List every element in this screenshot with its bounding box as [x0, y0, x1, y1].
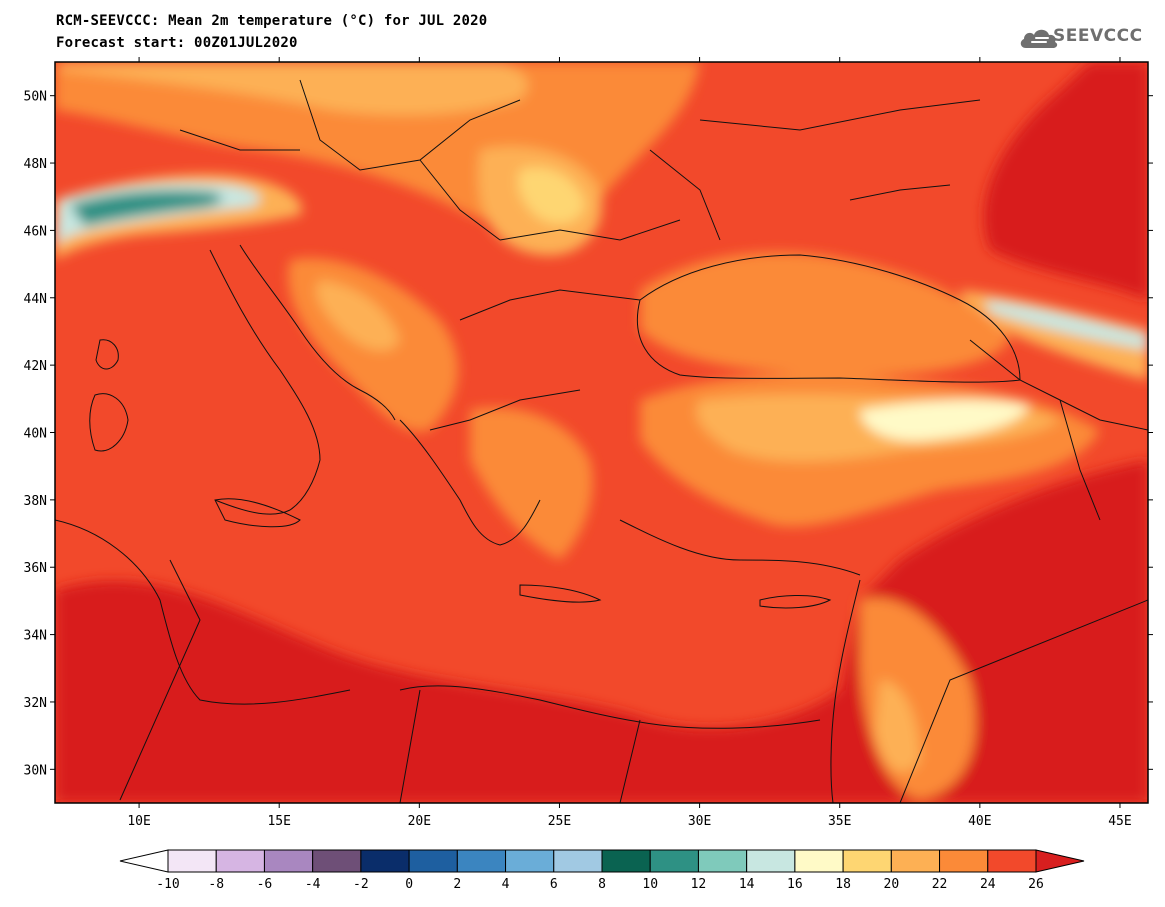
lon-label: 15E	[267, 814, 290, 829]
colorbar-swatch	[697, 849, 748, 873]
lat-label: 46N	[24, 224, 47, 239]
lat-label: 38N	[24, 494, 47, 509]
lat-label: 42N	[24, 359, 47, 374]
colorbar-label: -10	[156, 877, 179, 892]
colorbar: -10 -8 -6 -4 -2 0 2 4 6 8 10 12 14 16 18 20 22 24 26	[119, 849, 1085, 892]
colorbar-swatch	[456, 849, 507, 873]
lon-label: 45E	[1108, 814, 1131, 829]
colorbar-swatch	[505, 849, 555, 873]
colorbar-label: 24	[980, 877, 996, 892]
colorbar-label: 6	[550, 877, 558, 892]
colorbar-swatch	[360, 849, 410, 873]
colorbar-swatch	[215, 849, 265, 873]
colorbar-swatch	[263, 849, 314, 873]
colorbar-label: -8	[208, 877, 224, 892]
colorbar-swatch	[890, 849, 941, 873]
lat-label: 48N	[24, 157, 47, 172]
colorbar-swatch	[842, 849, 892, 873]
lon-label: 10E	[127, 814, 150, 829]
lat-label: 34N	[24, 629, 47, 644]
colorbar-label: 4	[502, 877, 510, 892]
colorbar-label: 2	[453, 877, 461, 892]
lon-label: 20E	[408, 814, 431, 829]
lat-label: 30N	[24, 763, 47, 778]
lat-label: 44N	[24, 292, 47, 307]
longitude-axis: 10E 15E 20E 25E 30E 35E 40E 45E	[127, 57, 1132, 829]
lon-label: 30E	[688, 814, 711, 829]
colorbar-label: 12	[691, 877, 707, 892]
colorbar-label: 0	[405, 877, 413, 892]
colorbar-swatch	[939, 849, 989, 873]
lon-label: 35E	[828, 814, 851, 829]
colorbar-label: 22	[932, 877, 948, 892]
colorbar-over-arrow	[1035, 849, 1085, 873]
lat-label: 40N	[24, 427, 47, 442]
colorbar-label: 18	[835, 877, 851, 892]
colorbar-swatch	[746, 849, 796, 873]
latitude-axis: 50N 48N 46N 44N 42N 40N 38N 36N 34N 32N 30N	[24, 90, 1153, 778]
lat-label: 32N	[24, 696, 47, 711]
colorbar-under-arrow	[119, 849, 169, 873]
forecast-start: Forecast start: 00Z01JUL2020	[56, 35, 298, 51]
colorbar-swatch	[794, 849, 844, 873]
colorbar-swatch	[167, 849, 217, 873]
colorbar-swatch	[553, 849, 603, 873]
lat-label: 50N	[24, 90, 47, 105]
colorbar-label: -6	[257, 877, 273, 892]
colorbar-label: -2	[353, 877, 369, 892]
colorbar-label: 16	[787, 877, 803, 892]
colorbar-label: 10	[642, 877, 658, 892]
colorbar-swatch	[601, 849, 651, 873]
colorbar-label: 14	[739, 877, 755, 892]
logo-text: SEEVCCC	[1053, 26, 1143, 46]
map-title: RCM-SEEVCCC: Mean 2m temperature (°C) fo…	[56, 13, 488, 29]
lon-label: 25E	[548, 814, 571, 829]
temperature-field	[55, 62, 1148, 803]
lat-label: 36N	[24, 561, 47, 576]
colorbar-swatch	[312, 849, 362, 873]
colorbar-swatch	[987, 849, 1037, 873]
colorbar-label: 8	[598, 877, 606, 892]
colorbar-swatch	[408, 849, 458, 873]
cloud-logo-icon	[1020, 29, 1058, 48]
colorbar-swatch	[649, 849, 699, 873]
colorbar-label: 26	[1028, 877, 1044, 892]
lon-label: 40E	[968, 814, 991, 829]
coastlines	[55, 79, 1148, 803]
colorbar-label: -4	[305, 877, 321, 892]
colorbar-label: 20	[884, 877, 900, 892]
